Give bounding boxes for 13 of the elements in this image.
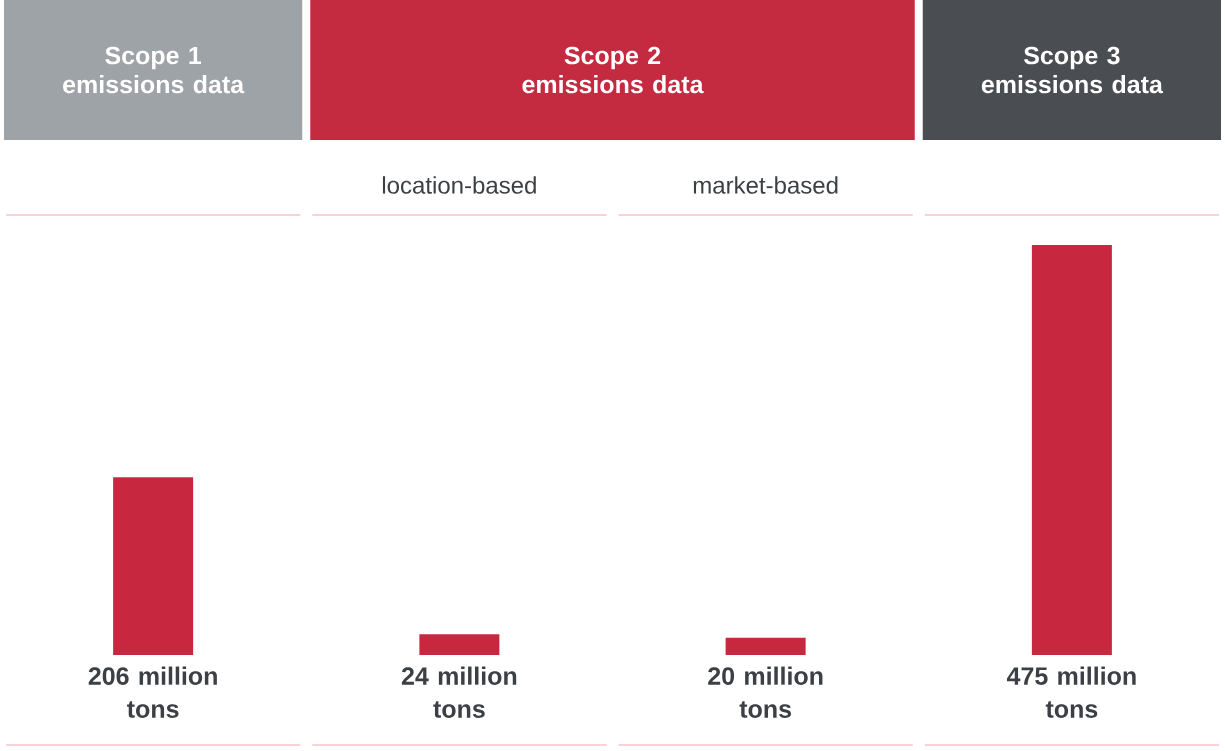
data-label: 20 million tons [708, 666, 823, 718]
text: Scope 2 emissions data [522, 46, 704, 94]
x-tick-label: location-based [382, 176, 536, 194]
bar [113, 477, 194, 655]
bar [1031, 244, 1112, 655]
data-label: 206 million tons [88, 666, 217, 718]
x-tick-label: Scope 1 emissions data [63, 46, 245, 94]
x-tick-label: market-based [693, 176, 838, 194]
x-tick-label: Scope 3 emissions data [981, 46, 1164, 94]
data-label: 24 million tons [401, 666, 517, 718]
bar [725, 637, 806, 655]
data-label: 475 million tons [1006, 666, 1136, 718]
bar [419, 634, 500, 655]
